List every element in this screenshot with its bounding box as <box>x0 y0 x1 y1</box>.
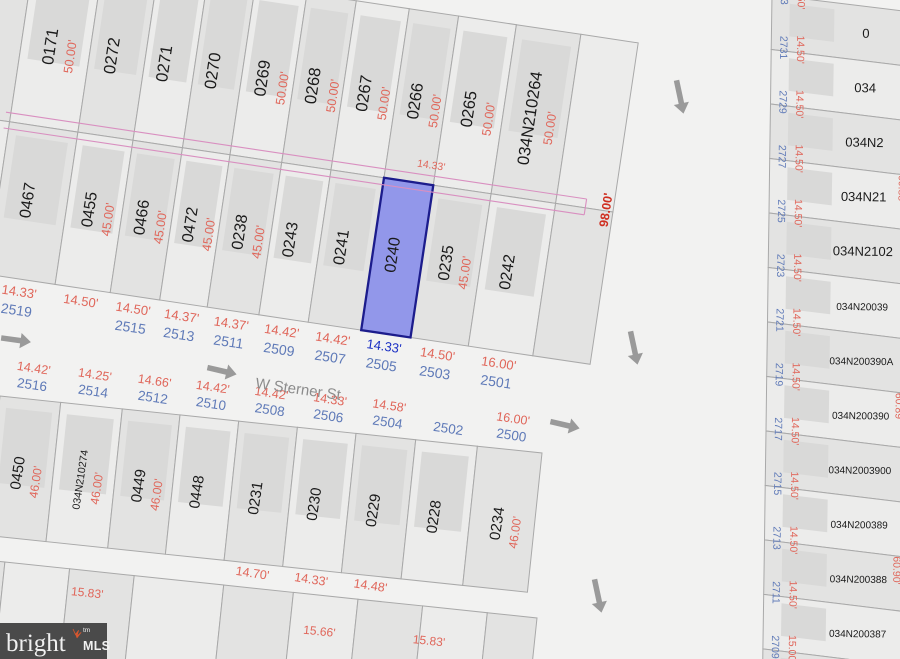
svg-text:14.50': 14.50' <box>793 90 805 118</box>
svg-text:034N200387: 034N200387 <box>829 629 887 641</box>
svg-text:2715: 2715 <box>771 472 783 496</box>
svg-text:14.50': 14.50' <box>789 417 801 445</box>
svg-text:2713: 2713 <box>770 526 782 550</box>
svg-text:2729: 2729 <box>776 90 788 114</box>
svg-text:14.50': 14.50' <box>789 362 801 390</box>
svg-text:2733: 2733 <box>778 0 790 5</box>
svg-text:14.50': 14.50' <box>788 471 800 499</box>
svg-text:034N200388: 034N200388 <box>830 574 888 586</box>
svg-text:2709: 2709 <box>769 635 781 659</box>
svg-text:034N200389: 034N200389 <box>830 520 888 532</box>
svg-text:15.00': 15.00' <box>786 635 798 659</box>
svg-text:0: 0 <box>862 26 869 41</box>
svg-text:034N20039: 034N20039 <box>836 302 888 314</box>
svg-text:034N200390A: 034N200390A <box>829 356 893 368</box>
svg-text:bright: bright <box>6 630 66 657</box>
svg-text:14.50': 14.50' <box>786 580 798 608</box>
svg-text:60.90': 60.90' <box>890 556 900 584</box>
svg-text:60.89': 60.89' <box>892 393 900 421</box>
svg-text:MLS: MLS <box>83 639 110 653</box>
svg-text:14.50': 14.50' <box>790 308 802 336</box>
svg-text:2731: 2731 <box>777 36 789 60</box>
svg-text:60.88': 60.88' <box>895 175 900 203</box>
svg-text:034: 034 <box>854 80 876 95</box>
svg-text:2711: 2711 <box>770 581 782 604</box>
svg-text:2723: 2723 <box>774 254 786 278</box>
svg-text:14.50': 14.50' <box>791 253 803 281</box>
svg-text:2725: 2725 <box>775 199 787 223</box>
svg-text:2721: 2721 <box>773 308 785 332</box>
svg-text:034N2003900: 034N2003900 <box>828 465 891 477</box>
svg-text:tm: tm <box>83 627 90 634</box>
svg-text:14.50': 14.50' <box>794 35 806 63</box>
svg-text:2727: 2727 <box>776 145 788 169</box>
svg-text:14.50': 14.50' <box>787 526 799 554</box>
svg-text:14.50': 14.50' <box>792 199 804 227</box>
svg-text:2717: 2717 <box>772 417 784 441</box>
svg-text:034N2: 034N2 <box>845 135 884 151</box>
svg-text:034N2102: 034N2102 <box>833 243 893 259</box>
svg-text:14.50': 14.50' <box>795 0 807 9</box>
svg-text:034N200390: 034N200390 <box>832 411 890 423</box>
svg-text:2719: 2719 <box>773 363 785 387</box>
svg-text:034N21: 034N21 <box>841 189 887 205</box>
svg-text:14.50': 14.50' <box>792 144 804 172</box>
